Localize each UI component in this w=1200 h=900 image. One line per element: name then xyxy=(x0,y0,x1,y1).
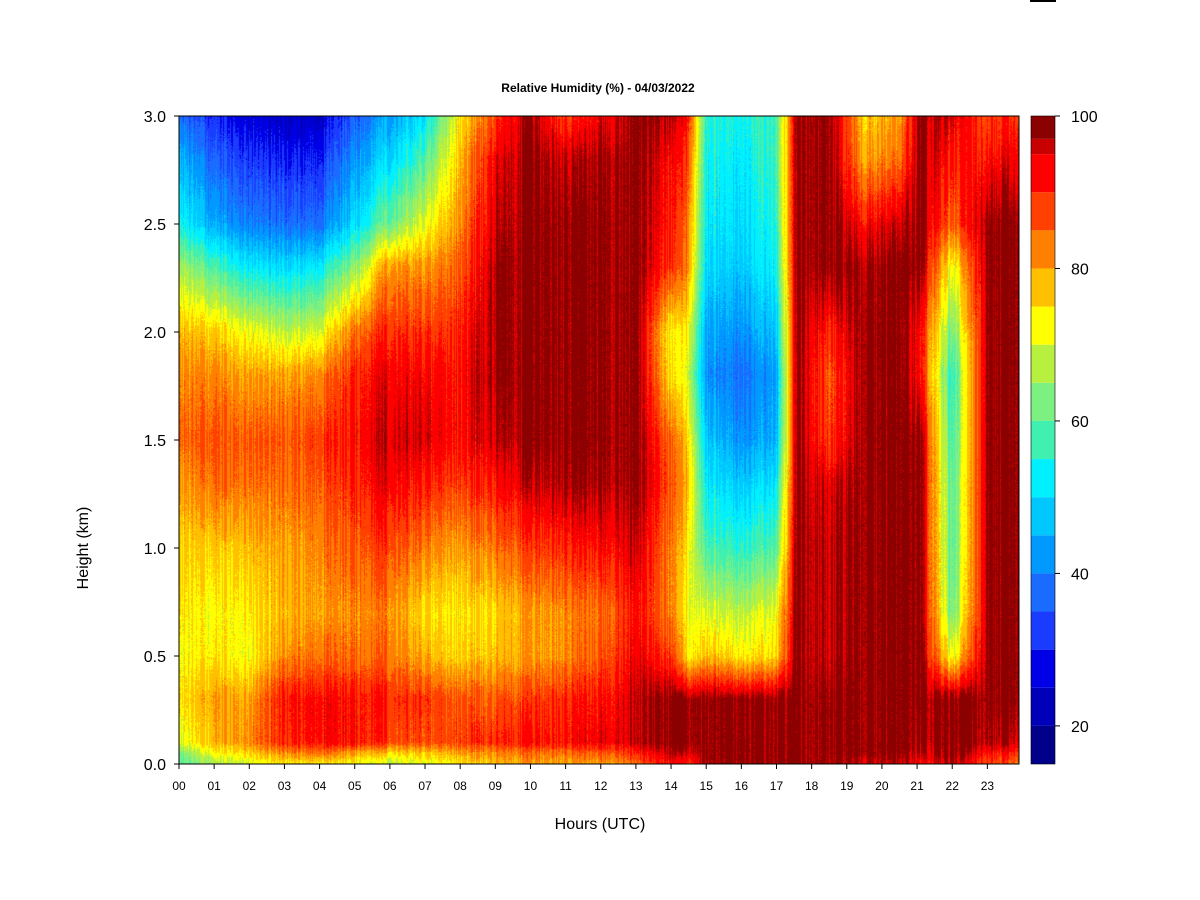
x-tick-label: 21 xyxy=(910,779,924,793)
x-tick-label: 15 xyxy=(700,779,714,793)
y-tick-label: 1.5 xyxy=(144,433,166,450)
colorbar-bin xyxy=(1031,192,1055,231)
y-tick-label: 1.0 xyxy=(144,541,166,558)
y-tick-label: 2.0 xyxy=(144,325,166,342)
x-tick-label: 17 xyxy=(770,779,784,793)
x-tick-label: 13 xyxy=(629,779,643,793)
colorbar-tick-label: 80 xyxy=(1071,261,1089,278)
colorbar-bin xyxy=(1031,573,1055,612)
y-tick-label: 0.5 xyxy=(144,649,166,666)
colorbar-tick-label: 100 xyxy=(1071,109,1098,126)
x-tick-label: 10 xyxy=(524,779,538,793)
chart-title: Relative Humidity (%) - 04/03/2022 xyxy=(501,81,695,95)
x-tick-label: 01 xyxy=(207,779,221,793)
colorbar-bin xyxy=(1031,687,1055,726)
colorbar-bin xyxy=(1031,611,1055,650)
colorbar-bin xyxy=(1031,230,1055,269)
x-tick-label: 22 xyxy=(946,779,960,793)
x-tick-label: 05 xyxy=(348,779,362,793)
x-tick-label: 09 xyxy=(489,779,503,793)
colorbar-bin xyxy=(1031,497,1055,536)
corner-mark xyxy=(1030,0,1056,2)
colorbar-bin xyxy=(1031,154,1055,193)
y-tick-label: 2.5 xyxy=(144,217,166,234)
x-tick-label: 02 xyxy=(243,779,257,793)
colorbar-bin xyxy=(1031,306,1055,345)
colorbar: 20 40 60 80 100 xyxy=(1030,109,1098,765)
x-tick-label: 11 xyxy=(559,779,572,793)
colorbar-bin xyxy=(1031,535,1055,574)
colorbar-tick-label: 20 xyxy=(1071,719,1089,736)
x-tick-label: 12 xyxy=(594,779,608,793)
x-tick-label: 19 xyxy=(840,779,854,793)
x-tick-label: 18 xyxy=(805,779,819,793)
x-tick-label: 16 xyxy=(735,779,749,793)
colorbar-frame xyxy=(1030,115,1056,765)
x-tick-label: 03 xyxy=(278,779,292,793)
colorbar-tick-label: 40 xyxy=(1071,566,1089,583)
colorbar-bin xyxy=(1031,138,1055,155)
colorbar-bin xyxy=(1031,420,1055,460)
colorbar-bin xyxy=(1031,116,1055,139)
x-tick-label: 00 xyxy=(172,779,186,793)
colorbar-bin xyxy=(1031,382,1055,421)
x-tick-label: 06 xyxy=(383,779,397,793)
y-axis-label: Height (km) xyxy=(75,507,92,590)
colorbar-bin xyxy=(1031,649,1055,688)
colorbar-bin xyxy=(1031,344,1055,383)
colorbar-bin xyxy=(1031,459,1055,498)
colorbar-bin xyxy=(1031,268,1055,307)
x-tick-label: 04 xyxy=(313,779,327,793)
x-tick-label: 08 xyxy=(453,779,467,793)
x-tick-label: 14 xyxy=(664,779,678,793)
colorbar-tick-label: 60 xyxy=(1071,414,1089,431)
y-tick-label: 0.0 xyxy=(144,757,166,774)
y-axis: 0.0 0.5 1.0 1.5 2.0 2.5 3.0 xyxy=(144,109,179,774)
colorbar-bin xyxy=(1031,725,1055,764)
x-tick-label: 07 xyxy=(418,779,432,793)
y-tick-label: 3.0 xyxy=(144,109,166,126)
x-axis: 00 01 02 03 04 05 06 07 08 09 10 11 12 13 14 15 16 17 18 19… xyxy=(172,764,994,793)
x-tick-label: 20 xyxy=(875,779,889,793)
heatmap-field xyxy=(179,116,1019,764)
x-tick-label: 23 xyxy=(981,779,995,793)
x-axis-label: Hours (UTC) xyxy=(555,816,646,833)
